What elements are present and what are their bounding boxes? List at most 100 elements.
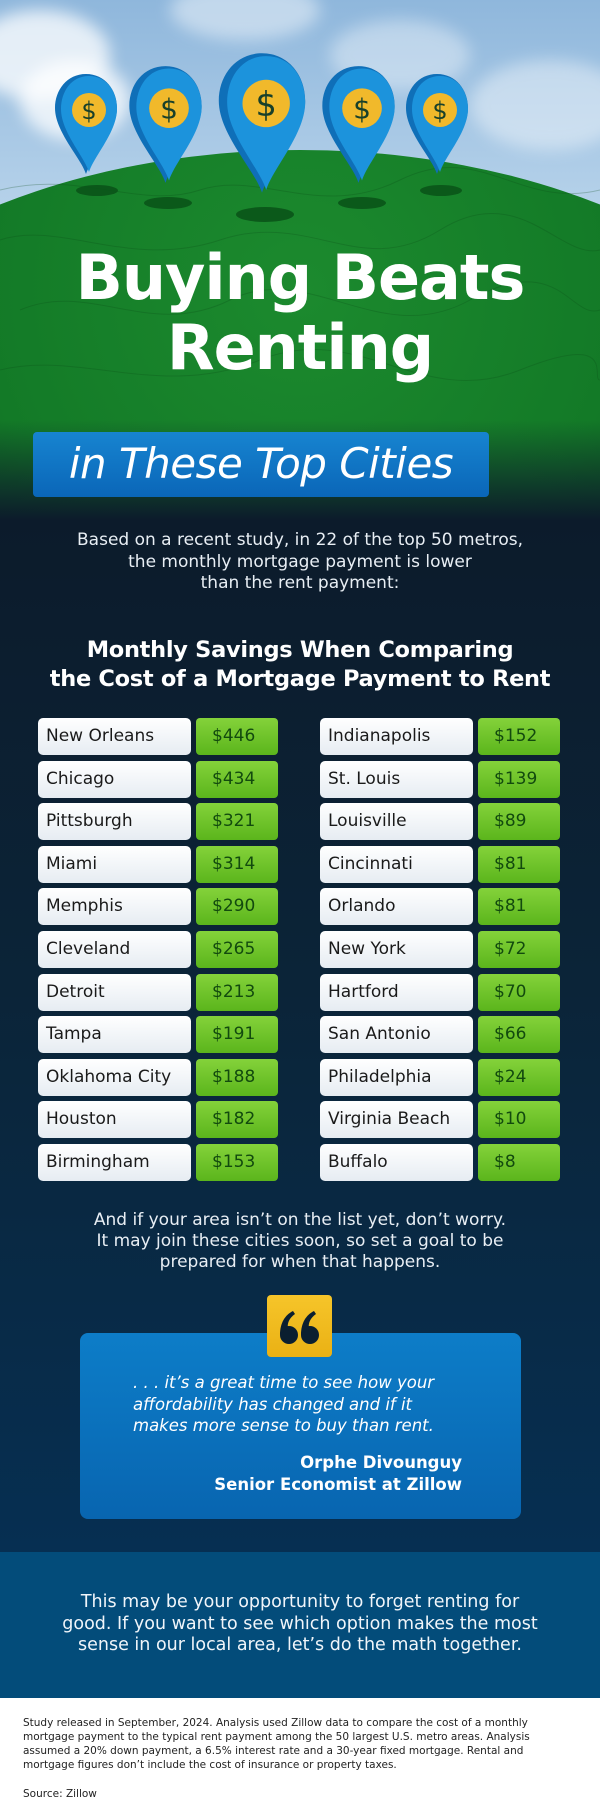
city-name: Detroit (38, 973, 191, 1011)
quote-mark-icon (267, 1295, 332, 1357)
savings-table-right: Indianapolis $152 St. Louis $139 Louisvill… (320, 718, 560, 1187)
table-row: San Antonio $66 (320, 1016, 560, 1054)
footnote-line: mortgage payment to the typical rent pay… (23, 1731, 530, 1743)
quote-text: . . . it’s a great time to see how your … (133, 1372, 478, 1437)
savings-value: $81 (478, 845, 560, 883)
pin-shadow (338, 197, 386, 209)
map-pin-dollar-icon: $ (218, 53, 306, 193)
followup-line: It may join these cities soon, so set a … (96, 1231, 504, 1251)
footnote-line: mortgage figures don’t include the cost … (23, 1759, 397, 1771)
svg-text:$: $ (353, 93, 371, 126)
pin-shadow (144, 197, 192, 209)
cta-text: This may be your opportunity to forget r… (40, 1592, 560, 1657)
quote-line: makes more sense to buy than rent. (133, 1416, 434, 1435)
savings-value: $81 (478, 888, 560, 926)
city-name: Buffalo (320, 1143, 473, 1181)
table-row: Miami $314 (38, 845, 278, 883)
savings-value: $434 (196, 760, 278, 798)
source-credit: Source: Zillow (23, 1788, 97, 1800)
quote-attribution: Orphe Divounguy Senior Economist at Zill… (140, 1452, 462, 1496)
map-pin-dollar-icon: $ (129, 66, 202, 183)
pin-shadow (420, 185, 462, 196)
table-row: Pittsburgh $321 (38, 803, 278, 841)
pin-shadow (76, 185, 118, 196)
savings-value: $66 (478, 1016, 560, 1054)
city-name: Indianapolis (320, 718, 473, 755)
savings-value: $265 (196, 930, 278, 968)
savings-value: $213 (196, 973, 278, 1011)
savings-value: $24 (478, 1058, 560, 1096)
city-name: Chicago (38, 760, 191, 798)
quote-line: . . . it’s a great time to see how your (133, 1373, 435, 1392)
table-row: Buffalo $8 (320, 1143, 560, 1181)
map-pin-dollar-icon: $ (322, 66, 395, 183)
table-row: Cincinnati $81 (320, 845, 560, 883)
map-pin-dollar-icon: $ (406, 74, 468, 174)
map-pin-dollar-icon: $ (55, 74, 117, 174)
city-name: Virginia Beach (320, 1101, 473, 1139)
table-row: Memphis $290 (38, 888, 278, 926)
quote-author-name: Orphe Divounguy (300, 1453, 462, 1472)
page-title-line-2: Renting (166, 311, 434, 384)
table-row: Chicago $434 (38, 760, 278, 798)
quote-box (80, 1333, 521, 1519)
intro-line: than the rent payment: (200, 573, 400, 593)
table-row: Tampa $191 (38, 1016, 278, 1054)
followup-line: And if your area isn’t on the list yet, … (93, 1210, 507, 1230)
savings-value: $70 (478, 973, 560, 1011)
subtitle-banner: in These Top Cities (33, 432, 489, 497)
city-name: Orlando (320, 888, 473, 926)
pin-shadow (236, 207, 294, 222)
footer (0, 1698, 600, 1815)
cloud (170, 0, 320, 40)
table-row: Hartford $70 (320, 973, 560, 1011)
table-row: Philadelphia $24 (320, 1058, 560, 1096)
savings-value: $10 (478, 1101, 560, 1139)
savings-value: $191 (196, 1016, 278, 1054)
city-name: Oklahoma City (38, 1058, 191, 1096)
savings-value: $314 (196, 845, 278, 883)
savings-value: $8 (478, 1143, 560, 1181)
savings-value: $153 (196, 1143, 278, 1181)
city-name: Cincinnati (320, 845, 473, 883)
city-name: Pittsburgh (38, 803, 191, 841)
city-name: Memphis (38, 888, 191, 926)
table-row: Cleveland $265 (38, 930, 278, 968)
study-footnote: Study released in September, 2024. Analy… (23, 1716, 563, 1772)
table-row: Birmingham $153 (38, 1143, 278, 1181)
svg-text:$: $ (256, 85, 277, 124)
quote-author-title: Senior Economist at Zillow (214, 1475, 462, 1494)
table-row: Virginia Beach $10 (320, 1101, 560, 1139)
table-row: Detroit $213 (38, 973, 278, 1011)
city-name: San Antonio (320, 1016, 473, 1054)
table-heading-line: Monthly Savings When Comparing (86, 637, 514, 663)
savings-value: $139 (478, 760, 560, 798)
footnote-line: Study released in September, 2024. Analy… (23, 1717, 528, 1729)
hero-section: $ $ $ $ $ (0, 0, 600, 520)
quote-line: affordability has changed and if it (133, 1394, 413, 1414)
cta-line: good. If you want to see which option ma… (62, 1613, 538, 1634)
table-row: New Orleans $446 (38, 718, 278, 755)
table-heading: Monthly Savings When Comparing the Cost … (20, 636, 580, 694)
table-row: St. Louis $139 (320, 760, 560, 798)
city-name: Cleveland (38, 930, 191, 968)
savings-value: $72 (478, 930, 560, 968)
savings-value: $321 (196, 803, 278, 841)
page-title-line-1: Buying Beats (75, 241, 526, 314)
city-name: Houston (38, 1101, 191, 1139)
savings-value: $188 (196, 1058, 278, 1096)
city-name: Philadelphia (320, 1058, 473, 1096)
intro-text: Based on a recent study, in 22 of the to… (40, 530, 560, 595)
cta-line: sense in our local area, let’s do the ma… (78, 1635, 522, 1655)
cta-line: This may be your opportunity to forget r… (80, 1592, 520, 1612)
table-row: Oklahoma City $188 (38, 1058, 278, 1096)
table-row: New York $72 (320, 930, 560, 968)
followup-text: And if your area isn’t on the list yet, … (40, 1210, 560, 1273)
intro-line: Based on a recent study, in 22 of the to… (77, 530, 523, 550)
city-name: Hartford (320, 973, 473, 1011)
city-name: New York (320, 930, 473, 968)
table-row: Indianapolis $152 (320, 718, 560, 755)
city-name: Louisville (320, 803, 473, 841)
table-row: Orlando $81 (320, 888, 560, 926)
savings-value: $446 (196, 718, 278, 755)
